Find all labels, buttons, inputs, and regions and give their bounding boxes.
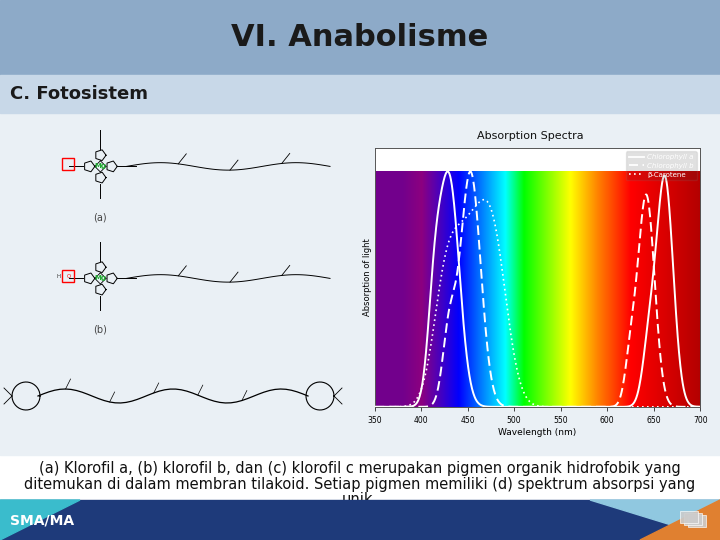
Text: ditemukan di dalam membran tilakoid. Setiap pigmen memiliki (d) spektrum absorps: ditemukan di dalam membran tilakoid. Set… bbox=[24, 476, 696, 491]
Bar bbox=[0, 0, 720, 75]
Text: SMA/MA: SMA/MA bbox=[10, 513, 74, 527]
Legend: Chlorophyll a, Chlorophyll b, β-Carotene: Chlorophyll a, Chlorophyll b, β-Carotene bbox=[626, 151, 697, 180]
Text: Mg: Mg bbox=[94, 164, 107, 170]
Text: C. Fotosistem: C. Fotosistem bbox=[10, 85, 148, 103]
Bar bbox=[0, 75, 720, 113]
Text: O: O bbox=[66, 274, 71, 279]
Bar bbox=[63, 158, 74, 171]
Y-axis label: Absorption of light: Absorption of light bbox=[363, 239, 372, 316]
Text: unik.: unik. bbox=[342, 492, 378, 508]
Text: (b): (b) bbox=[94, 325, 107, 335]
X-axis label: Wavelength (nm): Wavelength (nm) bbox=[498, 428, 577, 437]
Bar bbox=[688, 515, 706, 527]
Text: H: H bbox=[56, 274, 60, 279]
Text: Absorption Spectra: Absorption Spectra bbox=[477, 131, 583, 141]
Text: Mg: Mg bbox=[94, 275, 107, 281]
Polygon shape bbox=[590, 500, 720, 540]
Bar bbox=[63, 271, 74, 282]
Bar bbox=[0, 113, 720, 455]
Bar bbox=[0, 500, 720, 540]
Polygon shape bbox=[640, 500, 720, 540]
Text: (a): (a) bbox=[94, 213, 107, 223]
Polygon shape bbox=[0, 500, 80, 540]
Bar bbox=[680, 511, 698, 523]
Text: (a) Klorofil a, (b) klorofil b, dan (c) klorofil c merupakan pigmen organik hidr: (a) Klorofil a, (b) klorofil b, dan (c) … bbox=[39, 461, 681, 476]
Bar bbox=[684, 513, 702, 525]
Text: VI. Anabolisme: VI. Anabolisme bbox=[231, 23, 489, 52]
